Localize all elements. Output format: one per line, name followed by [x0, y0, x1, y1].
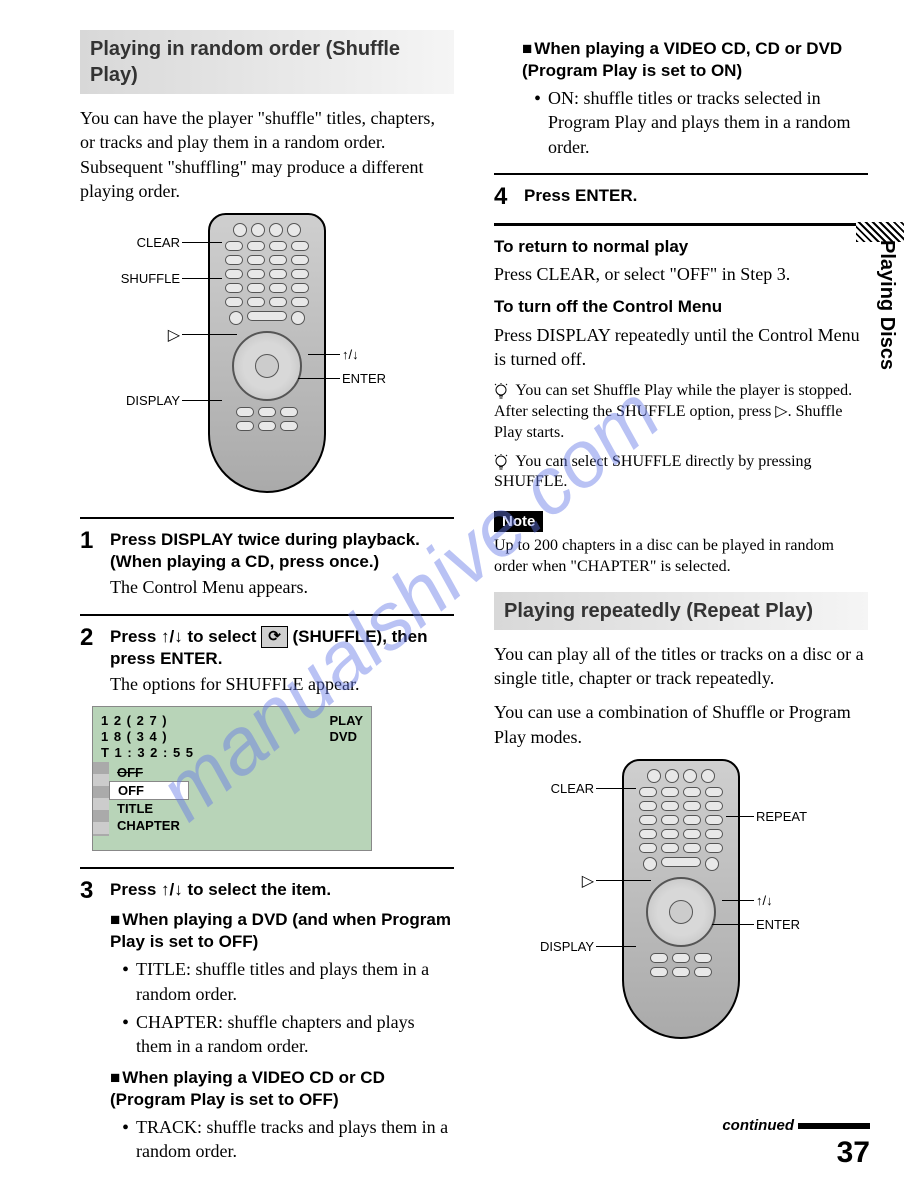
step1-desc: The Control Menu appears. — [110, 575, 454, 599]
label-clear: CLEAR — [90, 235, 180, 250]
osd-item-selected: OFF — [109, 781, 189, 800]
step2-title-a: Press ↑/↓ to select — [110, 627, 261, 646]
page-number: 37 — [837, 1136, 870, 1170]
note-text: Up to 200 chapters in a disc can be play… — [494, 536, 868, 578]
step-number: 1 — [80, 529, 100, 599]
list-item: TRACK: shuffle tracks and plays them in … — [136, 1115, 454, 1164]
label-display: DISPLAY — [504, 939, 594, 954]
repeat-text-2: You can use a combination of Shuffle or … — [494, 700, 868, 749]
return-head: To return to normal play — [494, 236, 868, 258]
tip-2: You can select SHUFFLE directly by press… — [494, 452, 868, 494]
remote-body — [208, 213, 326, 493]
osd-status: PLAY DVD — [330, 713, 363, 760]
right-top-sub: When playing a VIDEO CD, CD or DVD (Prog… — [522, 38, 868, 82]
left-column: Playing in random order (Shuffle Play) Y… — [80, 30, 454, 1177]
label-enter: ENTER — [756, 917, 800, 932]
step-2: 2 Press ↑/↓ to select ⟳ (SHUFFLE), then … — [80, 626, 454, 697]
intro-text: You can have the player "shuffle" titles… — [80, 106, 454, 203]
step3-sub1-head: When playing a DVD (and when Program Pla… — [110, 909, 454, 953]
continued-label: continued — [722, 1117, 870, 1134]
step-number: 4 — [494, 185, 514, 209]
osd-item: CHAPTER — [109, 817, 371, 834]
label-enter: ENTER — [342, 371, 386, 386]
step2-desc: The options for SHUFFLE appear. — [110, 672, 454, 696]
step-1: 1 Press DISPLAY twice during playback. (… — [80, 529, 454, 599]
step-3: 3 Press ↑/↓ to select the item. When pla… — [80, 879, 454, 1167]
step1-title: Press DISPLAY twice during playback. (Wh… — [110, 529, 454, 573]
section-title-shuffle: Playing in random order (Shuffle Play) — [80, 30, 454, 94]
turnoff-text: Press DISPLAY repeatedly until the Contr… — [494, 323, 868, 372]
label-updown: ↑/↓ — [756, 893, 773, 908]
step-4: 4 Press ENTER. — [494, 185, 868, 209]
step3-sub2-head: When playing a VIDEO CD or CD (Program P… — [110, 1067, 454, 1111]
list-item: CHAPTER: shuffle chapters and plays them… — [136, 1010, 454, 1059]
divider — [494, 173, 868, 175]
remote-body — [622, 759, 740, 1039]
lightbulb-icon — [494, 383, 508, 399]
osd-item: TITLE — [109, 800, 371, 817]
label-shuffle: SHUFFLE — [90, 271, 180, 286]
tip-1: You can set Shuffle Play while the playe… — [494, 381, 868, 443]
osd-item: OFF — [109, 764, 371, 781]
step-number: 3 — [80, 879, 100, 1167]
divider — [80, 517, 454, 519]
label-updown: ↑/↓ — [342, 347, 359, 362]
label-repeat: REPEAT — [756, 809, 807, 824]
note-label: Note — [494, 511, 543, 532]
tab-hatch — [856, 222, 904, 242]
return-text: Press CLEAR, or select "OFF" in Step 3. — [494, 262, 868, 286]
step-number: 2 — [80, 626, 100, 697]
osd-list: OFF OFF TITLE CHAPTER — [109, 762, 371, 836]
divider — [80, 614, 454, 616]
right-column: When playing a VIDEO CD, CD or DVD (Prog… — [494, 30, 868, 1177]
list-item: ON: shuffle titles or tracks selected in… — [548, 86, 868, 159]
side-tab-label: Playing Discs — [875, 240, 898, 370]
step3-title: Press ↑/↓ to select the item. — [110, 879, 454, 901]
step4-title: Press ENTER. — [524, 185, 868, 207]
turnoff-head: To turn off the Control Menu — [494, 296, 868, 318]
list-item: TITLE: shuffle titles and plays them in … — [136, 957, 454, 1006]
divider-heavy — [494, 223, 868, 226]
section-title-repeat: Playing repeatedly (Repeat Play) — [494, 592, 868, 630]
remote-diagram-1: CLEAR SHUFFLE ▷ DISPLAY ↑/↓ ENTER — [80, 213, 454, 503]
label-display: DISPLAY — [90, 393, 180, 408]
label-play: ▷ — [504, 871, 594, 891]
step2-title: Press ↑/↓ to select ⟳ (SHUFFLE), then pr… — [110, 626, 454, 670]
lightbulb-icon — [494, 454, 508, 470]
control-menu-osd: 1 2 ( 2 7 ) 1 8 ( 3 4 ) T 1 : 3 2 : 5 5 … — [92, 706, 372, 851]
repeat-text-1: You can play all of the titles or tracks… — [494, 642, 868, 691]
divider — [80, 867, 454, 869]
label-play: ▷ — [90, 325, 180, 345]
osd-counter: 1 2 ( 2 7 ) 1 8 ( 3 4 ) T 1 : 3 2 : 5 5 — [101, 713, 194, 760]
remote-diagram-2: CLEAR REPEAT ▷ DISPLAY ↑/↓ ENTER — [494, 759, 868, 1059]
shuffle-icon-tag: ⟳ — [261, 626, 288, 648]
label-clear: CLEAR — [504, 781, 594, 796]
